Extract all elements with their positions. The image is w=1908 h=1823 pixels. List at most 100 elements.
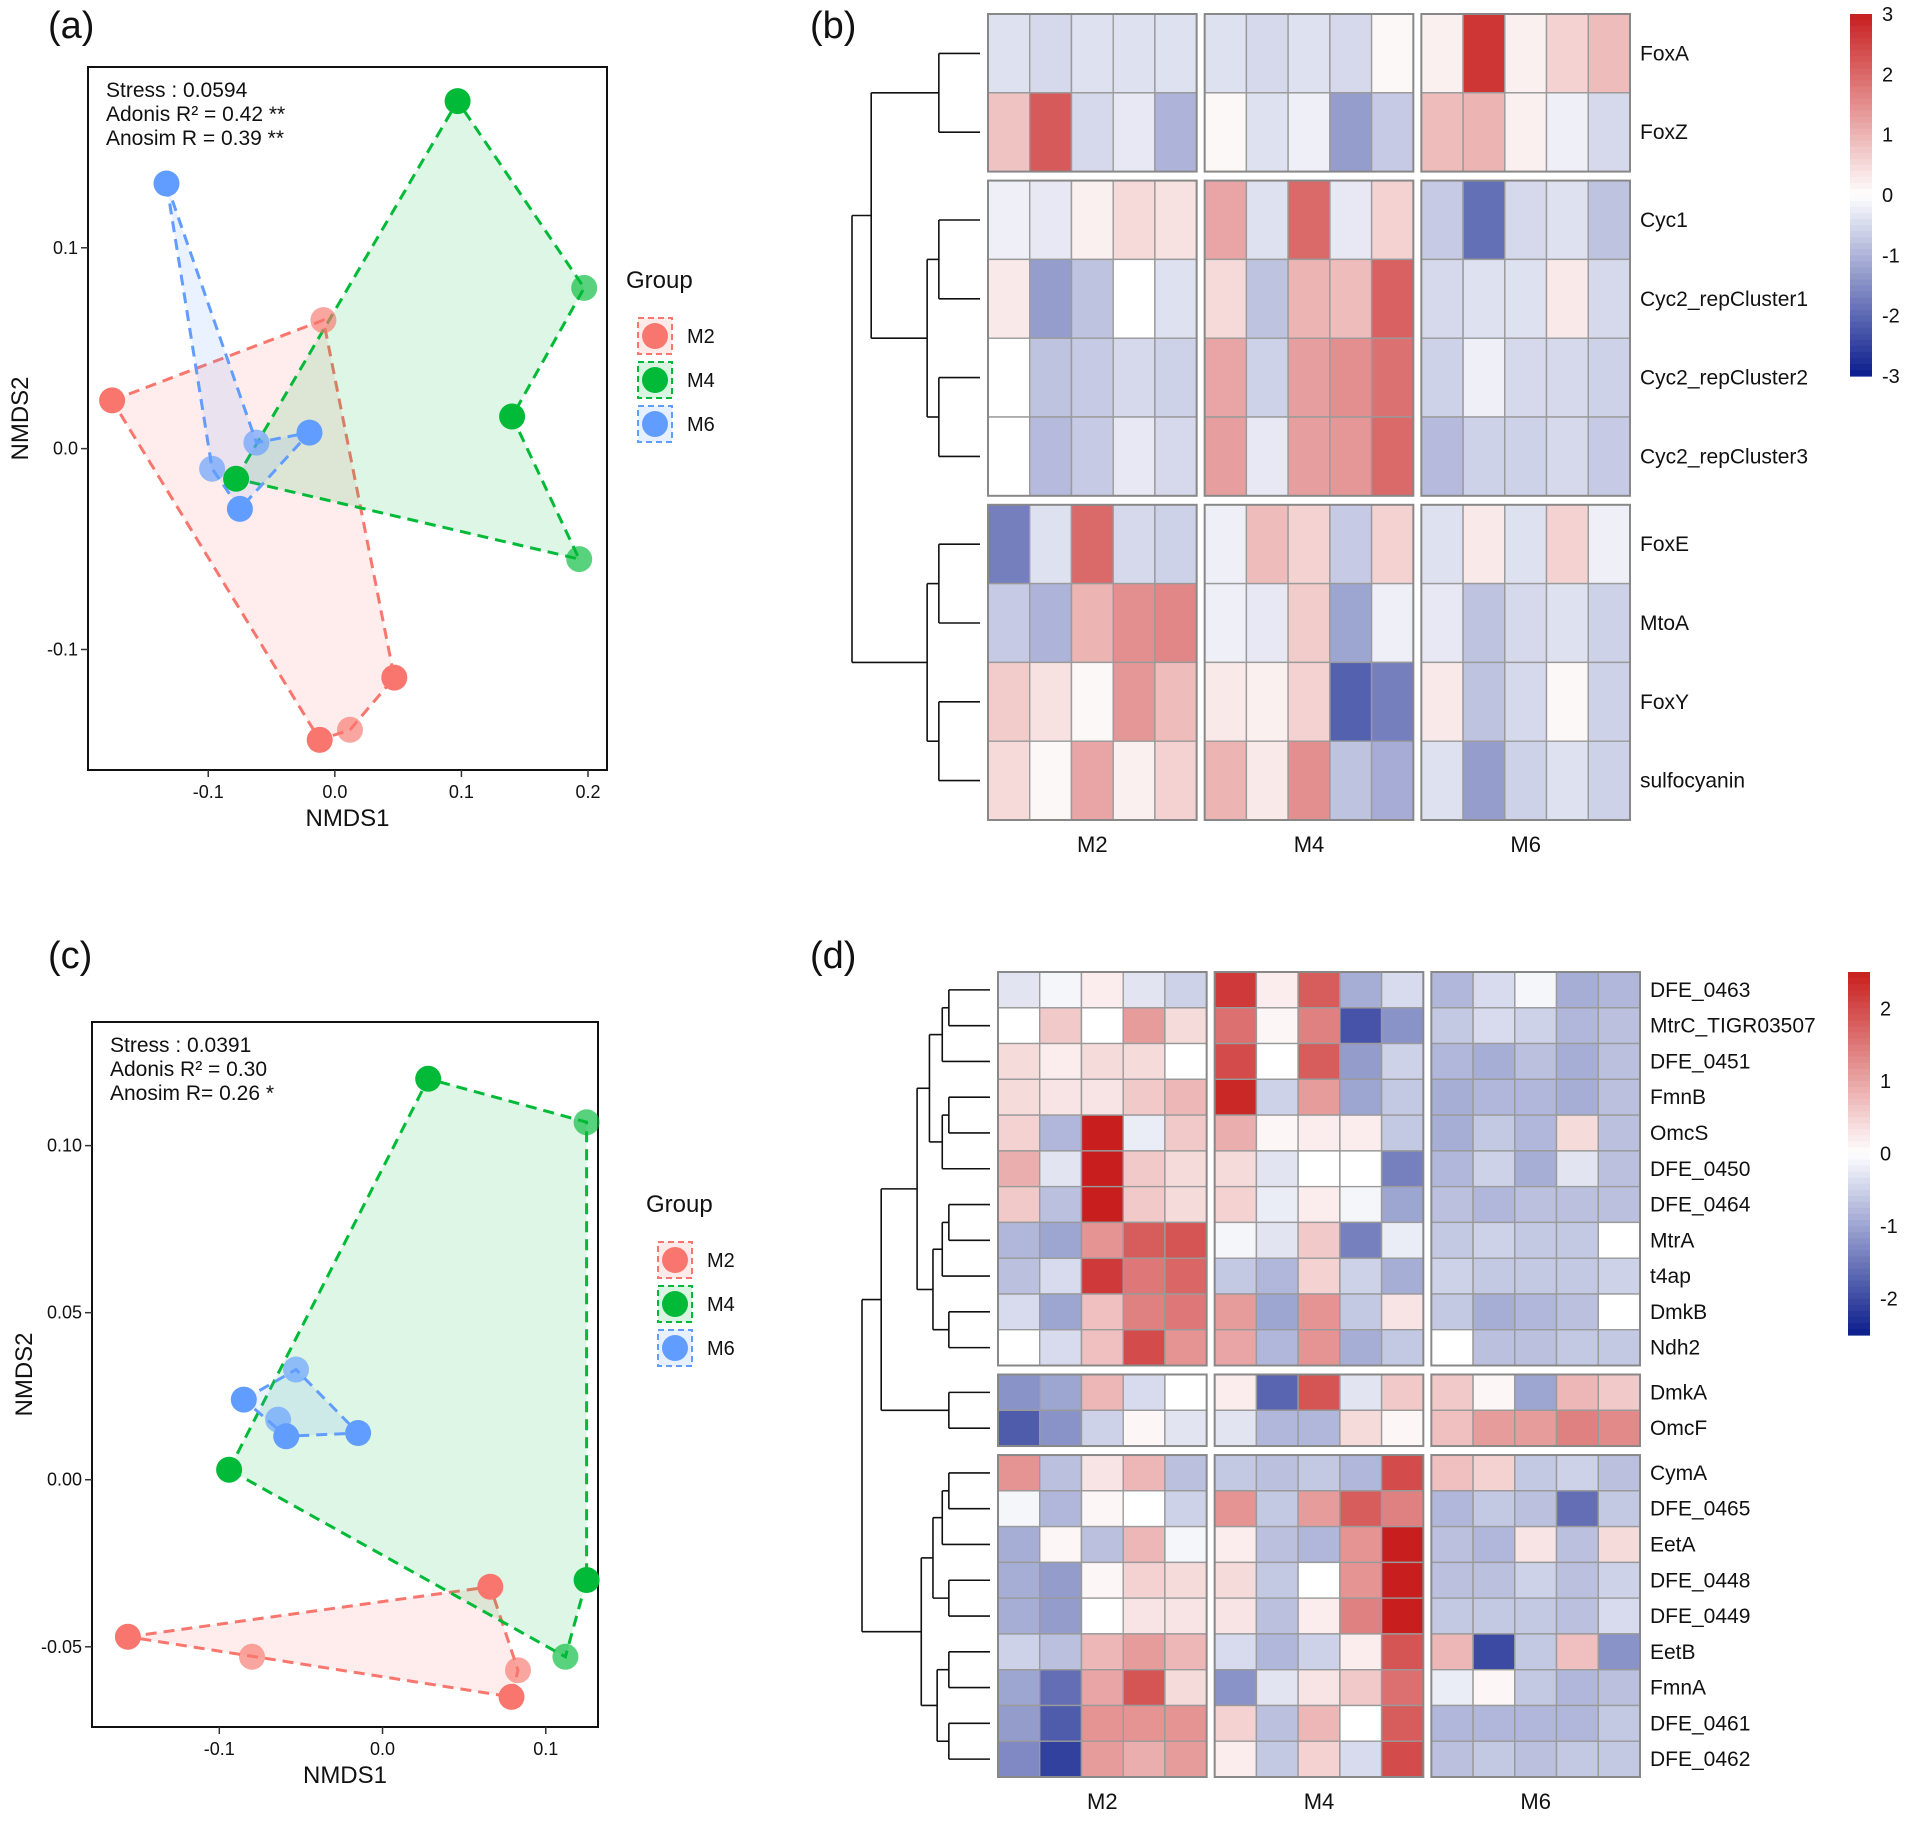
colorbar-segment — [1850, 237, 1872, 244]
heatmap-cell — [1080, 1633, 1124, 1671]
heatmap-cell — [1514, 1597, 1558, 1635]
heatmap-cell — [1203, 92, 1248, 173]
colorbar-segment — [1848, 1105, 1870, 1112]
colorbar-tick-label: 0 — [1882, 185, 1893, 207]
point-m2 — [239, 1643, 265, 1670]
heatmap-cell — [1038, 1490, 1083, 1528]
heatmap-cell — [1080, 1454, 1124, 1492]
colorbar-segment — [1850, 345, 1872, 353]
heatmap-cell — [1380, 1668, 1424, 1707]
stats-line: Anosim R = 0.39 ** — [106, 127, 284, 150]
heatmap-cell — [1287, 416, 1331, 497]
x-tick-label: 0.0 — [322, 782, 347, 802]
colorbar-segment — [1848, 1080, 1870, 1088]
point-m6 — [273, 1423, 300, 1450]
colorbar-segment — [1848, 1214, 1870, 1221]
row-label: Cyc2_repCluster3 — [1640, 445, 1808, 468]
colorbar-segment — [1850, 231, 1872, 238]
colorbar-segment — [1850, 351, 1872, 359]
heatmap-cell — [1472, 1185, 1516, 1224]
row-label: DFE_0450 — [1650, 1158, 1750, 1181]
heatmap-cell — [1245, 740, 1289, 821]
point-m2 — [381, 664, 408, 691]
heatmap-cell — [1213, 1454, 1258, 1492]
heatmap-cell — [1255, 1409, 1299, 1447]
heatmap-cell — [1472, 1293, 1516, 1331]
heatmap-cell — [1154, 92, 1198, 173]
heatmap-cell — [1380, 1454, 1424, 1492]
heatmap-cell — [1472, 1454, 1516, 1492]
colorbar-segment — [1848, 1268, 1870, 1276]
heatmap-cell — [1122, 1704, 1166, 1742]
colorbar-segment — [1850, 303, 1872, 311]
heatmap-cell — [1213, 1185, 1258, 1224]
heatmap-cell — [1070, 661, 1114, 742]
x-tick-label: 0.1 — [533, 1739, 558, 1759]
heatmap-cell — [1080, 1114, 1124, 1152]
heatmap-cell — [1420, 740, 1464, 821]
heatmap-cell — [1297, 1078, 1341, 1116]
heatmap-cell — [1339, 1257, 1383, 1295]
legend-marker-m2 — [642, 323, 668, 349]
heatmap-cell — [997, 1328, 1041, 1367]
colorbar-segment — [1850, 333, 1872, 341]
heatmap-cell — [1462, 416, 1506, 497]
x-axis-label: NMDS1 — [305, 805, 389, 832]
colorbar-segment — [1848, 1074, 1870, 1082]
heatmap-cell — [1514, 1704, 1558, 1742]
heatmap-cell — [1545, 258, 1589, 339]
heatmap-cell — [1430, 1454, 1474, 1492]
row-label: EetB — [1650, 1641, 1696, 1664]
colorbar-segment — [1848, 1008, 1870, 1015]
row-label: MtoA — [1640, 612, 1689, 635]
heatmap-cell — [1297, 1257, 1341, 1295]
heatmap-cell — [1597, 1668, 1641, 1707]
heatmap-cell — [1555, 1668, 1599, 1707]
heatmap-cell — [1122, 1078, 1166, 1116]
heatmap-cell — [1420, 504, 1464, 585]
heatmap-cell — [1597, 971, 1641, 1009]
legend-title: Group — [646, 1191, 713, 1218]
heatmap-cell — [1514, 1373, 1558, 1411]
heatmap-cell — [1514, 1185, 1558, 1224]
row-label: OmcS — [1650, 1122, 1708, 1145]
heatmap-cell — [1587, 582, 1631, 664]
colorbar-segment — [1850, 188, 1872, 196]
heatmap-cell — [1213, 1740, 1258, 1778]
heatmap-cell — [1555, 1597, 1599, 1635]
heatmap-cell — [1430, 1257, 1474, 1295]
heatmap-cell — [1545, 92, 1589, 173]
heatmap-cell — [1297, 1409, 1341, 1447]
heatmap-cell — [1462, 740, 1506, 821]
heatmap-cell — [1380, 1561, 1424, 1599]
heatmap-cell — [997, 1409, 1041, 1447]
x-tick-label: -0.1 — [193, 782, 224, 802]
heatmap-cell — [1028, 504, 1073, 585]
heatmap-cell — [1154, 661, 1198, 742]
heatmap-cell — [997, 1704, 1041, 1742]
point-m2 — [337, 716, 363, 743]
heatmap-cell — [1245, 92, 1289, 173]
heatmap-cell — [997, 1150, 1041, 1188]
heatmap-cell — [1597, 1373, 1641, 1411]
colorbar-segment — [1850, 195, 1872, 202]
x-tick-label: 0.1 — [449, 782, 474, 802]
heatmap-cell — [1164, 1668, 1208, 1707]
heatmap-cell — [1370, 740, 1414, 821]
heatmap-cell — [1213, 1007, 1258, 1045]
heatmap-cell — [1213, 1328, 1258, 1367]
point-m4 — [571, 274, 598, 301]
stats-line: Adonis R² = 0.30 — [110, 1058, 267, 1081]
heatmap-block — [987, 13, 1198, 173]
heatmap-cell — [1038, 1185, 1083, 1224]
colorbar-segment — [1848, 1068, 1870, 1076]
heatmap-cell — [1380, 1042, 1424, 1080]
heatmap-cell — [1245, 258, 1289, 339]
heatmap-cell — [1287, 92, 1331, 173]
legend-title: Group — [626, 267, 693, 294]
heatmap-cell — [1555, 1328, 1599, 1367]
colorbar-segment — [1848, 1129, 1870, 1136]
heatmap-cell — [1420, 582, 1464, 664]
heatmap-cell — [1213, 1293, 1258, 1331]
heatmap-cell — [1164, 1007, 1208, 1045]
